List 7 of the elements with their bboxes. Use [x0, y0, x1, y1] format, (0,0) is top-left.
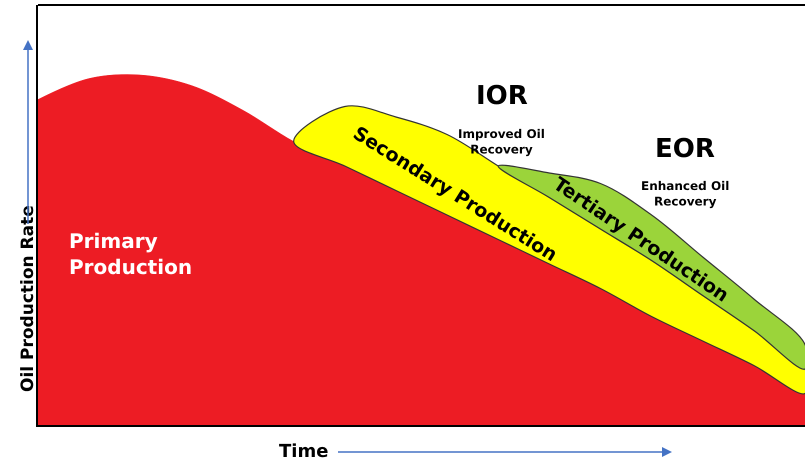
annotation: Improved Oil Recovery	[458, 127, 545, 157]
annotation: Enhanced Oil Recovery	[641, 179, 730, 209]
x-axis-title: Time	[279, 441, 328, 462]
annotation: IOR	[476, 81, 528, 111]
y-axis-title: Oil Production Rate	[18, 205, 38, 392]
annotation: EOR	[655, 134, 715, 164]
series-label: Primary Production	[69, 229, 192, 279]
